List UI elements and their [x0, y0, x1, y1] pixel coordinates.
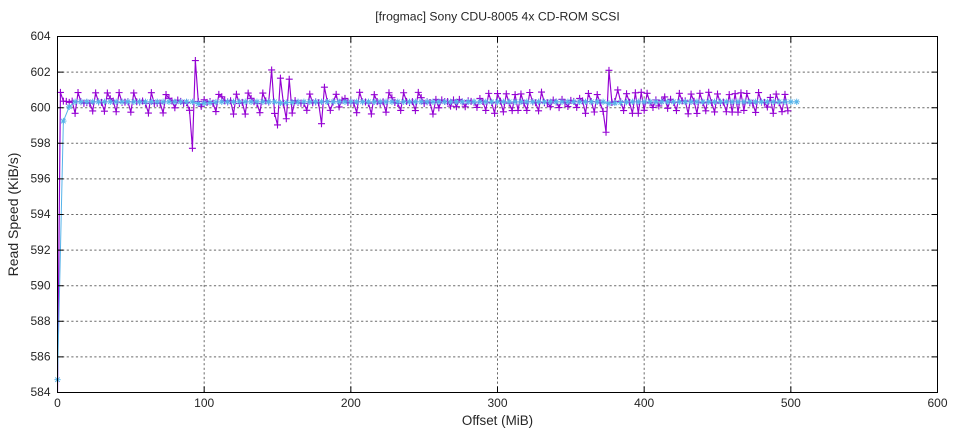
svg-text:602: 602	[30, 65, 50, 79]
svg-text:590: 590	[30, 278, 50, 292]
svg-text:596: 596	[30, 172, 50, 186]
svg-text:598: 598	[30, 136, 50, 150]
svg-text:600: 600	[30, 100, 50, 114]
svg-text:[frogmac] Sony CDU-8005 4x CD-: [frogmac] Sony CDU-8005 4x CD-ROM SCSI	[375, 10, 620, 24]
svg-text:584: 584	[30, 385, 50, 399]
svg-text:604: 604	[30, 29, 50, 43]
svg-text:500: 500	[781, 396, 801, 410]
svg-text:Read Speed (KiB/s): Read Speed (KiB/s)	[5, 153, 21, 277]
svg-text:586: 586	[30, 350, 50, 364]
svg-text:400: 400	[634, 396, 654, 410]
svg-text:200: 200	[341, 396, 361, 410]
svg-text:0: 0	[54, 396, 61, 410]
svg-text:300: 300	[487, 396, 507, 410]
svg-text:100: 100	[194, 396, 214, 410]
svg-text:Offset (MiB): Offset (MiB)	[462, 413, 533, 428]
svg-text:592: 592	[30, 243, 50, 257]
svg-text:600: 600	[927, 396, 947, 410]
svg-text:594: 594	[30, 207, 50, 221]
svg-text:588: 588	[30, 314, 50, 328]
